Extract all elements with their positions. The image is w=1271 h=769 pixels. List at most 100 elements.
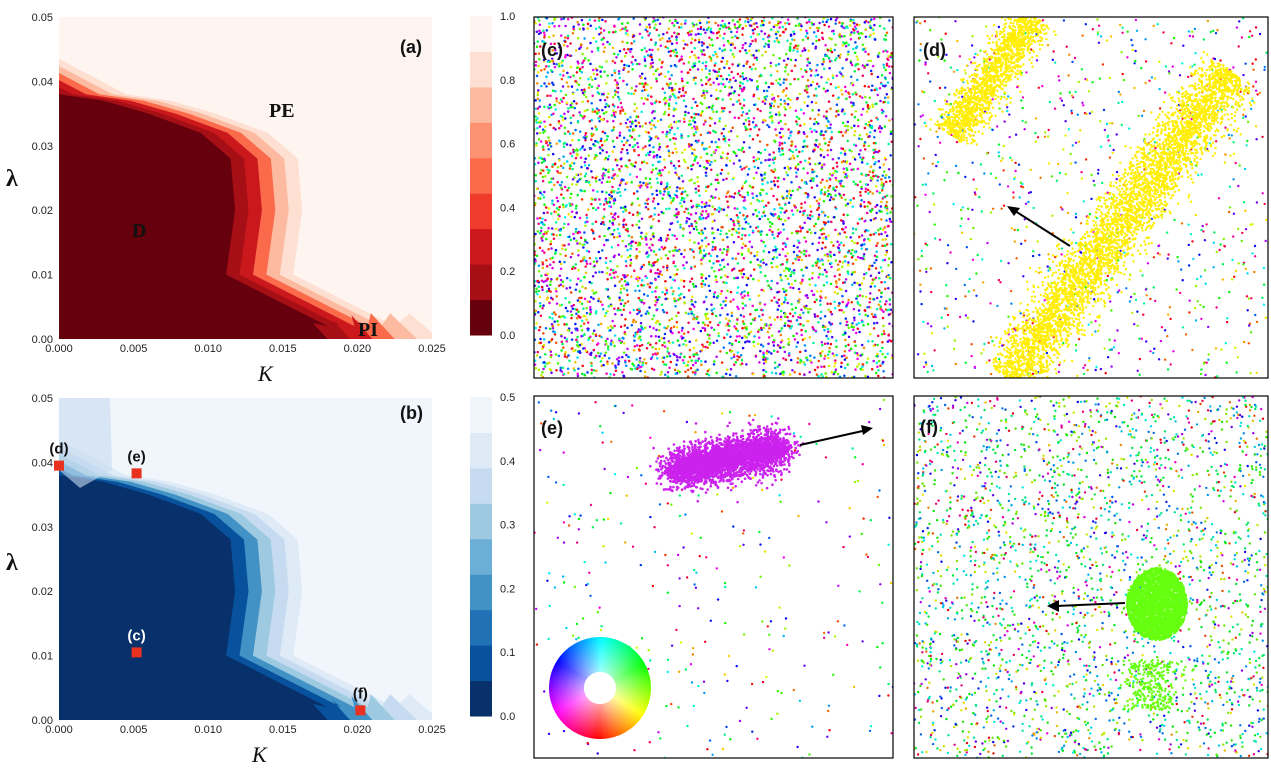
particle bbox=[680, 335, 683, 338]
particle bbox=[599, 300, 603, 304]
particle bbox=[538, 23, 542, 27]
particle bbox=[648, 177, 652, 181]
particle bbox=[857, 363, 861, 366]
particle bbox=[852, 328, 855, 331]
particle bbox=[871, 264, 874, 267]
particle bbox=[821, 178, 824, 181]
particle bbox=[763, 45, 766, 48]
particle bbox=[633, 165, 637, 168]
particle bbox=[854, 344, 857, 347]
particle bbox=[718, 119, 721, 123]
particle bbox=[708, 72, 711, 76]
particle bbox=[594, 271, 597, 274]
particle bbox=[725, 156, 729, 160]
particle bbox=[719, 172, 723, 175]
particle bbox=[851, 321, 854, 325]
particle bbox=[616, 191, 619, 194]
particle bbox=[666, 264, 669, 267]
particle bbox=[621, 355, 624, 359]
particle bbox=[661, 87, 665, 91]
particle bbox=[598, 33, 601, 36]
particle bbox=[648, 285, 652, 289]
particle bbox=[877, 229, 880, 232]
particle bbox=[820, 373, 823, 376]
particle bbox=[576, 193, 579, 197]
particle bbox=[627, 91, 630, 95]
particle bbox=[749, 322, 753, 325]
particle bbox=[547, 25, 551, 29]
particle bbox=[784, 254, 787, 258]
particle bbox=[641, 147, 644, 151]
particle bbox=[789, 326, 792, 330]
particle bbox=[712, 150, 716, 154]
particle bbox=[795, 230, 798, 233]
particle bbox=[654, 342, 658, 345]
particle bbox=[683, 248, 686, 252]
particle bbox=[562, 196, 565, 200]
y-tick-label: 0.01 bbox=[32, 651, 53, 663]
particle bbox=[633, 128, 636, 132]
particle bbox=[599, 139, 603, 143]
particle bbox=[612, 119, 615, 123]
particle bbox=[625, 141, 628, 144]
particle bbox=[884, 68, 888, 72]
particle bbox=[888, 303, 892, 306]
particle bbox=[834, 359, 837, 362]
particle bbox=[641, 363, 644, 367]
particle bbox=[608, 273, 612, 276]
particle bbox=[567, 107, 570, 110]
particle bbox=[700, 41, 704, 44]
particle bbox=[549, 240, 553, 243]
particle bbox=[586, 241, 589, 244]
particle bbox=[888, 276, 892, 280]
particle bbox=[672, 260, 676, 263]
particle bbox=[697, 113, 700, 116]
particle bbox=[612, 52, 616, 56]
particle bbox=[767, 201, 770, 204]
particle bbox=[711, 104, 714, 108]
particle bbox=[688, 55, 692, 59]
particle bbox=[684, 110, 687, 114]
particle bbox=[534, 119, 538, 122]
particle bbox=[568, 301, 571, 304]
y-tick-label: 0.04 bbox=[32, 457, 53, 469]
particle bbox=[825, 124, 828, 128]
particle bbox=[734, 327, 738, 330]
particle bbox=[558, 122, 561, 125]
particle bbox=[676, 220, 679, 224]
particle bbox=[758, 315, 761, 318]
particle bbox=[706, 27, 710, 31]
particle bbox=[723, 107, 726, 110]
particle bbox=[808, 213, 812, 217]
particle bbox=[794, 44, 798, 48]
particle bbox=[763, 303, 767, 306]
particle bbox=[723, 48, 726, 51]
particle bbox=[585, 262, 589, 266]
particle bbox=[569, 116, 572, 120]
particle bbox=[716, 228, 720, 232]
particle bbox=[601, 249, 604, 252]
particle bbox=[742, 257, 746, 260]
particle bbox=[569, 238, 573, 242]
particle bbox=[728, 373, 732, 377]
particle bbox=[554, 221, 558, 224]
particle bbox=[887, 142, 890, 146]
particle bbox=[736, 305, 739, 309]
particle bbox=[619, 325, 623, 329]
particle bbox=[744, 244, 747, 248]
particle bbox=[843, 231, 846, 234]
particle bbox=[842, 193, 846, 197]
particle bbox=[829, 255, 833, 258]
particle bbox=[794, 206, 797, 209]
particle bbox=[625, 353, 628, 357]
particle bbox=[722, 83, 725, 86]
particle bbox=[883, 258, 887, 262]
particle bbox=[611, 233, 614, 236]
particle bbox=[796, 47, 799, 50]
particle bbox=[839, 182, 842, 185]
particle bbox=[536, 117, 539, 120]
particle bbox=[783, 324, 786, 328]
particle bbox=[860, 161, 864, 164]
particle bbox=[668, 366, 671, 369]
particle bbox=[734, 374, 738, 378]
